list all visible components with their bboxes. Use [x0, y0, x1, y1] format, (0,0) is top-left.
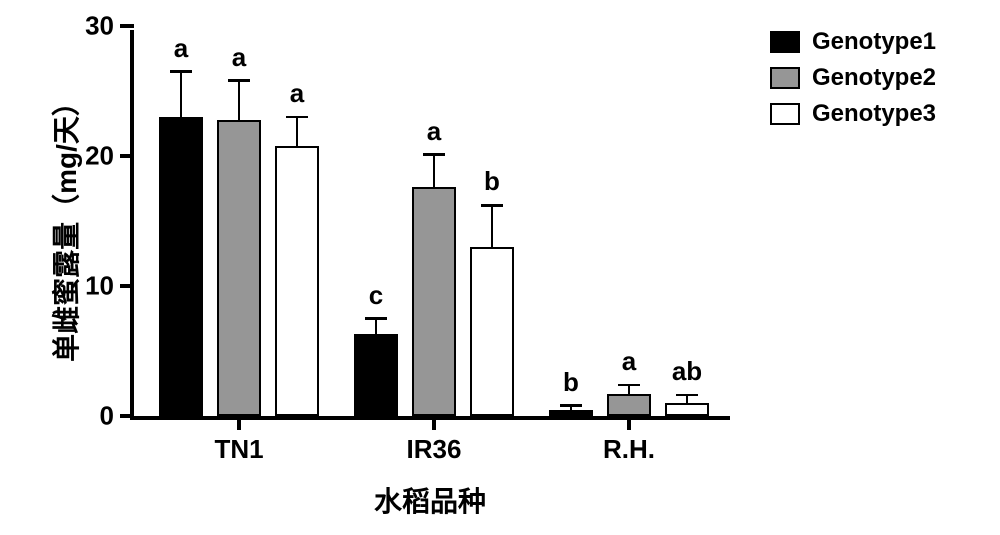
significance-label: c	[369, 280, 383, 311]
error-bar-line	[238, 81, 241, 120]
error-bar-cap	[170, 70, 192, 73]
x-tick	[627, 416, 631, 430]
bar	[217, 120, 261, 416]
significance-label: ab	[672, 356, 702, 387]
x-tick	[237, 416, 241, 430]
significance-label: a	[622, 346, 636, 377]
error-bar-cap	[423, 153, 445, 156]
significance-label: a	[174, 33, 188, 64]
legend-label: Genotype1	[812, 28, 936, 56]
legend-item: Genotype1	[770, 28, 936, 56]
significance-label: b	[563, 367, 579, 398]
error-bar-cap	[560, 404, 582, 407]
legend-label: Genotype2	[812, 64, 936, 92]
bar	[412, 187, 456, 416]
significance-label: b	[484, 166, 500, 197]
bar	[159, 117, 203, 416]
bar	[665, 403, 709, 416]
error-bar-line	[491, 205, 494, 247]
error-bar-line	[375, 319, 378, 335]
error-bar-line	[628, 385, 631, 394]
error-bar-line	[296, 117, 299, 146]
legend-swatch	[770, 103, 800, 125]
significance-label: a	[427, 116, 441, 147]
legend-swatch	[770, 67, 800, 89]
legend: Genotype1 Genotype2 Genotype3	[770, 28, 936, 136]
bar-chart-figure: 0102030TN1IR36R.H.aaacabbaab 单雌蜜露量（mg/天）…	[0, 0, 1000, 535]
error-bar-cap	[481, 204, 503, 207]
y-axis-title: 单雌蜜露量（mg/天）	[45, 30, 85, 420]
legend-label: Genotype3	[812, 100, 936, 128]
legend-item: Genotype3	[770, 100, 936, 128]
x-tick	[432, 416, 436, 430]
error-bar-cap	[286, 116, 308, 119]
bar	[275, 146, 319, 416]
x-group-label: R.H.	[603, 434, 655, 465]
x-axis-title: 水稻品种	[374, 480, 486, 520]
error-bar-cap	[365, 317, 387, 320]
error-bar-cap	[618, 384, 640, 387]
error-bar-cap	[676, 394, 698, 397]
error-bar-line	[180, 72, 183, 118]
x-group-label: IR36	[407, 434, 462, 465]
bar	[470, 247, 514, 416]
legend-swatch	[770, 31, 800, 53]
bar	[607, 394, 651, 416]
x-group-label: TN1	[214, 434, 263, 465]
error-bar-cap	[228, 79, 250, 82]
plot-area: 0102030TN1IR36R.H.aaacabbaab	[130, 30, 730, 420]
significance-label: a	[232, 42, 246, 73]
significance-label: a	[290, 78, 304, 109]
bar	[549, 410, 593, 417]
legend-item: Genotype2	[770, 64, 936, 92]
error-bar-line	[433, 155, 436, 188]
bar	[354, 334, 398, 416]
